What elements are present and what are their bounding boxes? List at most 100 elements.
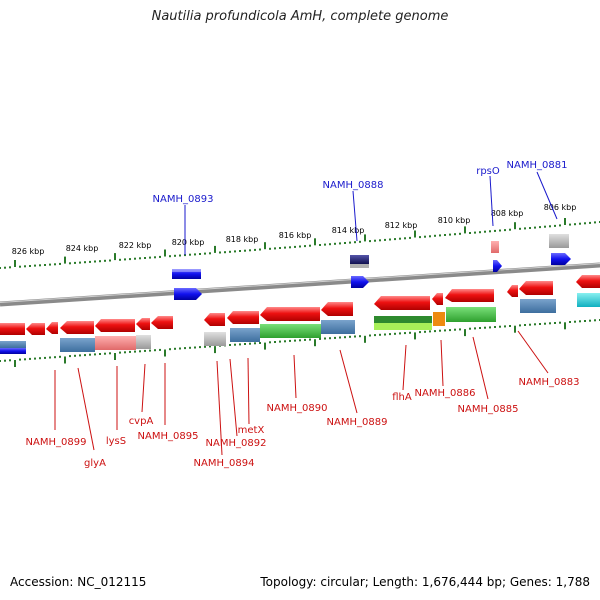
- ruler-dot: [154, 349, 156, 352]
- ruler-dot: [209, 252, 211, 255]
- gene-glyA: [60, 321, 94, 334]
- ruler-dot: [104, 352, 106, 355]
- ruler-dot: [34, 264, 36, 267]
- ruler-dot: [109, 259, 111, 262]
- ruler-dot: [279, 340, 281, 343]
- ruler-dot: [134, 350, 136, 353]
- ruler-lower: [0, 319, 600, 367]
- genome-backbone: [0, 262, 600, 307]
- tick-label-806: 806 kbp: [544, 203, 577, 212]
- ruler-dot: [309, 244, 311, 247]
- ruler-dot: [159, 255, 161, 258]
- ruler-major-tick: [114, 253, 116, 261]
- ruler-dot: [439, 234, 441, 237]
- ruler-dot: [69, 262, 71, 265]
- ruler-dot: [349, 241, 351, 244]
- ruler-dot: [529, 227, 531, 229]
- ruler-dot: [129, 350, 131, 353]
- ruler-dot: [459, 328, 461, 331]
- ruler-dot: [269, 247, 271, 250]
- ruler-major-tick: [564, 218, 566, 225]
- ruler-dot: [39, 264, 41, 267]
- tick-label-822: 822 kbp: [119, 241, 152, 250]
- ruler-dot: [574, 223, 576, 226]
- gene-NAMH_0885: [445, 289, 494, 302]
- ruler-dot: [44, 356, 46, 359]
- ruler-dot: [394, 238, 396, 241]
- label-lysS: lysS: [106, 436, 126, 447]
- ruler-dot: [139, 350, 141, 353]
- ruler-dot: [229, 344, 231, 346]
- ruler-dot: [194, 346, 196, 349]
- ruler-dot: [274, 341, 276, 343]
- ruler-dot: [149, 349, 151, 352]
- ruler-dot: [554, 322, 556, 324]
- ruler-dot: [244, 343, 246, 345]
- ruler-dot: [349, 335, 351, 338]
- ruler-dot: [419, 236, 421, 239]
- ruler-dot: [209, 345, 211, 348]
- ruler-dot: [234, 250, 236, 253]
- ruler-dot: [194, 253, 196, 256]
- ruler-dot: [274, 247, 276, 250]
- tick-label-814: 814 kbp: [332, 226, 365, 235]
- ruler-dot: [94, 260, 96, 263]
- ruler-dot: [559, 224, 561, 227]
- gene-flhA: [374, 296, 430, 310]
- ruler-dot: [219, 251, 221, 254]
- ruler-dot: [244, 249, 246, 252]
- label-glyA: glyA: [84, 458, 106, 469]
- forward-connectors: [184, 171, 558, 255]
- ruler-dot: [0, 267, 1, 269]
- tick-label-818: 818 kbp: [226, 235, 259, 244]
- ruler-dot: [574, 320, 576, 323]
- gene-NAMH_0893: [174, 288, 202, 300]
- ruler-dot: [179, 347, 181, 350]
- ruler-dot: [74, 261, 76, 264]
- ruler-dot: [294, 339, 296, 342]
- ruler-major-tick: [214, 245, 216, 253]
- ruler-dot: [379, 333, 381, 336]
- ruler-dot: [484, 230, 486, 233]
- ruler-dot: [254, 342, 256, 345]
- reverse-genes: [0, 275, 600, 335]
- ruler-dot: [319, 337, 321, 340]
- ruler-dot: [104, 259, 106, 262]
- ruler-dot: [404, 237, 406, 240]
- reverse-connectors: [54, 330, 549, 456]
- ruler-dot: [399, 237, 401, 240]
- ruler-dot: [4, 266, 6, 269]
- gene-NAMH_0881: [551, 253, 571, 265]
- ruler-dot: [344, 336, 346, 339]
- ruler-dot: [269, 341, 271, 344]
- ruler-dot: [504, 325, 506, 328]
- ruler-major-tick: [364, 234, 366, 242]
- ruler-dot: [529, 323, 531, 326]
- ruler-dot: [59, 262, 61, 265]
- ruler-dot: [204, 345, 206, 348]
- ruler-dot: [199, 346, 201, 349]
- ruler-dot: [54, 263, 56, 266]
- ruler-dot: [184, 254, 186, 257]
- ruler-dot: [284, 246, 286, 249]
- ruler-dot: [594, 319, 596, 322]
- ruler-dot: [434, 234, 436, 237]
- ruler-dot: [449, 329, 451, 332]
- ruler-major-tick: [264, 342, 266, 350]
- label-metX: metX: [238, 425, 265, 436]
- gene-NAMH_0888: [351, 276, 369, 288]
- gene-NAMH_0888-gc: [350, 255, 369, 264]
- ruler-dot: [494, 229, 496, 232]
- gene-rpsO-gc: [491, 241, 499, 253]
- ruler-dot: [169, 255, 171, 258]
- ruler-dot: [19, 358, 21, 361]
- ruler-dot: [234, 343, 236, 346]
- ruler-dot: [354, 241, 356, 244]
- ruler-major-tick: [514, 325, 516, 333]
- ruler-dot: [29, 265, 31, 267]
- ruler-dot: [339, 242, 341, 245]
- ruler-dot: [189, 253, 191, 256]
- ruler-dot: [49, 356, 51, 359]
- ruler-dot: [19, 265, 21, 268]
